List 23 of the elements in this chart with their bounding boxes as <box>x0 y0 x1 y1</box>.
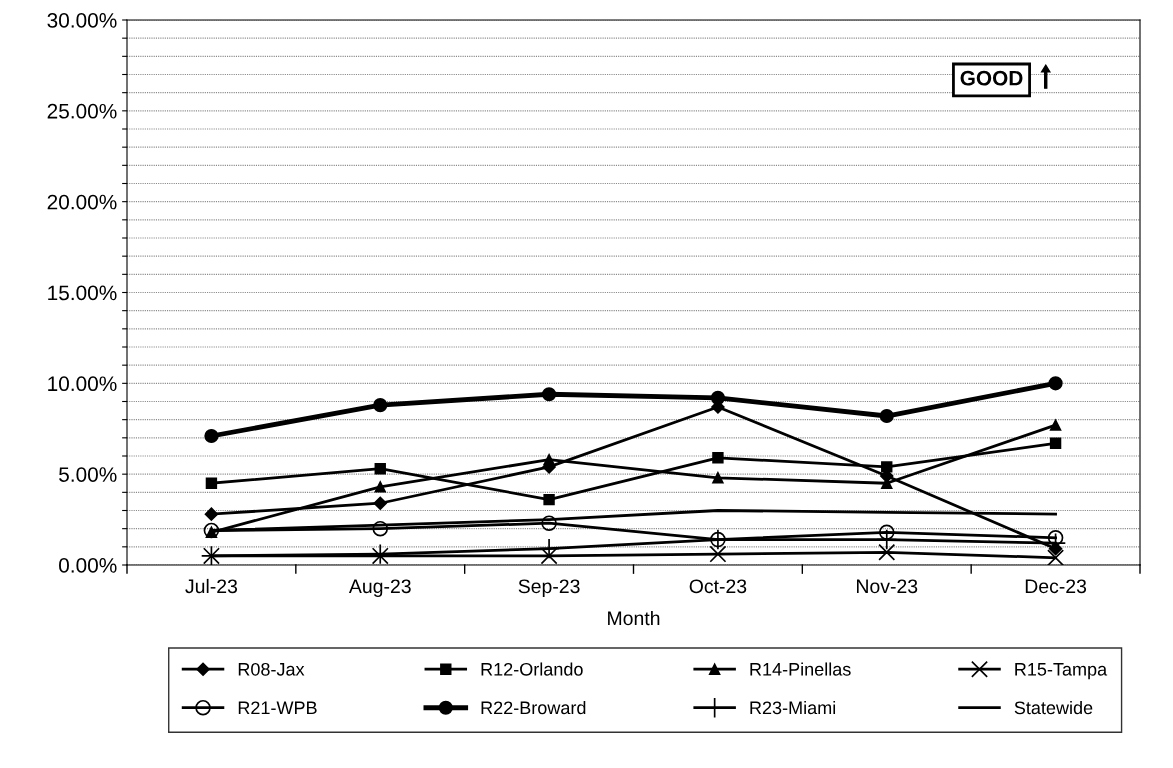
legend-label: Statewide <box>1014 700 1093 715</box>
x-tick-label: Aug-23 <box>348 579 411 598</box>
x-tick-label: Nov-23 <box>857 579 918 594</box>
x-tick-label: Dec-23 <box>1025 579 1087 594</box>
y-tick-label: 5.00% <box>59 467 117 482</box>
y-tick-label: 15.00% <box>48 285 117 301</box>
legend-label: R12-Orlando <box>481 662 583 676</box>
y-tick-label: 30.00% <box>47 13 117 28</box>
y-tick-label: 25.00% <box>47 103 117 119</box>
legend-label: R23-Miami <box>750 700 836 715</box>
x-tick-label: Sep-23 <box>518 579 580 598</box>
x-tick-label: Jul-23 <box>185 578 238 594</box>
legend-label: R15-Tampa <box>1015 663 1108 680</box>
legend-label: R14-Pinellas <box>750 662 851 676</box>
legend-label: R21-WPB <box>238 701 317 715</box>
y-tick-label: 20.00% <box>47 194 117 210</box>
y-tick-label: 10.00% <box>48 376 117 392</box>
annotation: GOOD <box>960 70 1023 86</box>
x-tick-label: Oct-23 <box>689 579 747 594</box>
legend-label: R22-Broward <box>481 700 586 715</box>
y-tick-label: 0.00% <box>59 558 117 573</box>
x-axis-title: Month <box>608 610 660 626</box>
legend-label: R08-Jax <box>238 662 305 676</box>
